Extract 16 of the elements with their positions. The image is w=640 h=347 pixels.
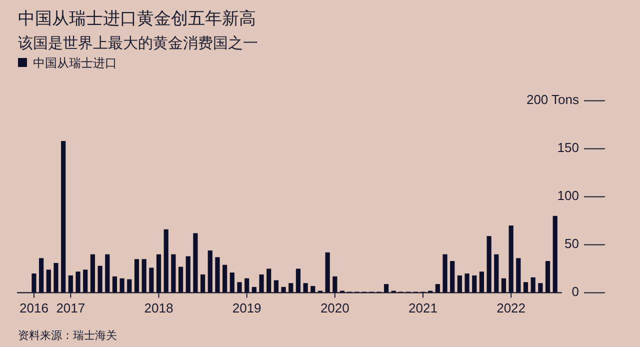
x-tick-label: 2021	[408, 300, 438, 316]
x-tick-label: 2018	[144, 300, 174, 316]
x-tick-label: 2016	[20, 300, 48, 316]
x-tick-label: 2022	[496, 300, 526, 316]
legend-label: 中国从瑞士进口	[33, 56, 117, 70]
y-tick-label: 50	[564, 236, 579, 252]
chart-subtitle: 该国是世界上最大的黄金消费国之一	[18, 35, 258, 52]
x-tick-label: 2017	[56, 300, 86, 316]
x-tick-label: 2020	[320, 300, 350, 316]
y-tick-label: 100	[557, 188, 579, 204]
text: 资料来源：瑞士海关	[18, 329, 117, 342]
x-tick-label: 2019	[232, 300, 262, 316]
y-tick-label: 0	[572, 284, 579, 300]
y-tick-label: 150	[557, 140, 579, 156]
chart-title: 中国从瑞士进口黄金创五年新高	[18, 9, 256, 28]
y-tick-label: 200 Tons	[526, 92, 580, 108]
